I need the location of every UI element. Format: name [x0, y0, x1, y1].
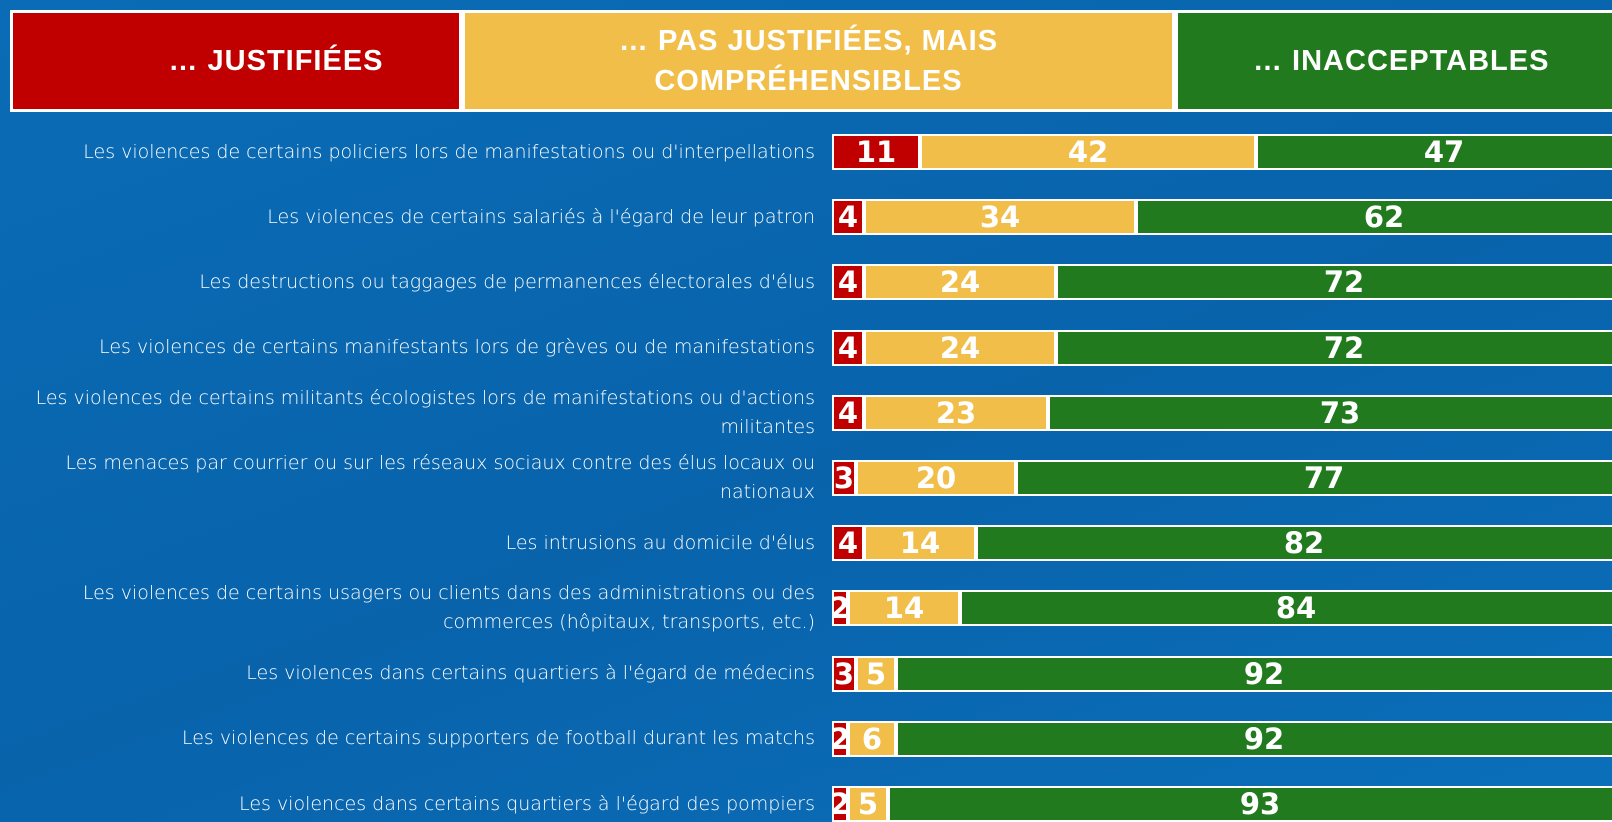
bar-segment: [888, 786, 1612, 822]
value-label: 72: [1323, 330, 1365, 365]
value-label: 4: [837, 330, 859, 365]
category-label: Les intrusions au domicile d'élus: [505, 531, 815, 554]
bar-segment: [856, 655, 896, 692]
bar-segment: [864, 264, 1056, 301]
category-label: Les violences de certains salariés à l'é…: [267, 205, 815, 228]
category-label: Les violences de certains manifestants l…: [99, 336, 815, 359]
value-label: 73: [1319, 395, 1361, 430]
value-label: 24: [939, 330, 981, 365]
value-label: 2: [829, 591, 851, 626]
value-label: 6: [861, 721, 883, 756]
value-label: 2: [829, 721, 851, 756]
value-label: 4: [837, 395, 859, 430]
bar-segment: [832, 329, 864, 366]
value-label: 62: [1363, 200, 1405, 235]
bar-segment: [1056, 264, 1612, 301]
bar-segment: [1048, 394, 1612, 431]
bar-segment: [1256, 134, 1612, 170]
value-label: 3: [833, 656, 855, 691]
bar-segment: [832, 199, 864, 236]
legend-header: … PAS JUSTIFIÉES, MAIS COMPRÉHENSIBLES: [462, 10, 1175, 112]
bar-segment: [848, 590, 960, 627]
value-label: 77: [1303, 461, 1345, 495]
value-label: 72: [1323, 265, 1365, 300]
bar-segment: [864, 199, 1136, 236]
value-label: 92: [1243, 721, 1285, 756]
value-label: 3: [833, 461, 855, 495]
bar-segment: [896, 720, 1612, 757]
bar-segment: [832, 786, 848, 822]
bar-segment: [848, 720, 896, 757]
bar-segment: [848, 786, 888, 822]
bar-segment: [1056, 329, 1612, 366]
value-label: 92: [1243, 656, 1285, 691]
value-label: 14: [883, 591, 925, 626]
bar-segment: [832, 655, 856, 692]
bar-segment: [832, 264, 864, 301]
value-label: 4: [837, 526, 859, 561]
value-label: 14: [899, 526, 941, 561]
bar-segment: [832, 525, 864, 562]
value-label: 47: [1423, 135, 1465, 169]
category-label: Les menaces par courrier ou sur les rése…: [65, 452, 815, 503]
bar-segment: [856, 460, 1016, 496]
value-label: 5: [857, 787, 879, 821]
value-label: 11: [855, 135, 897, 169]
value-label: 93: [1239, 787, 1281, 821]
category-label: Les violences de certains usagers ou cli…: [82, 582, 815, 634]
value-label: 5: [865, 656, 887, 691]
bar-segment: [832, 720, 848, 757]
value-label: 20: [915, 461, 957, 495]
category-label: Les violences de certains militants écol…: [35, 386, 815, 438]
bar-segment: [864, 525, 976, 562]
legend-header: … JUSTIFIÉES: [10, 10, 462, 112]
value-label: 24: [939, 265, 981, 300]
value-label: 42: [1067, 135, 1109, 169]
value-label: 4: [837, 200, 859, 235]
bar-segment: [832, 590, 848, 627]
value-label: 34: [979, 200, 1021, 235]
bar-segment: [832, 134, 920, 170]
bar-segment: [832, 460, 856, 496]
category-label: Les destructions ou taggages de permanen…: [199, 270, 815, 293]
bar-segment: [832, 394, 864, 431]
bar-segment: [976, 525, 1612, 562]
bar-segment: [864, 394, 1048, 431]
value-label: 84: [1275, 591, 1317, 626]
category-label: Les violences de certains supporters de …: [181, 727, 815, 750]
bar-segment: [864, 329, 1056, 366]
bar-segment: [1136, 199, 1612, 236]
bar-segment: [960, 590, 1612, 627]
bar-segment: [1016, 460, 1612, 496]
value-label: 2: [829, 787, 851, 821]
value-label: 4: [837, 265, 859, 300]
category-label: Les violences de certains policiers lors…: [83, 140, 815, 163]
legend-header: … INACCEPTABLES: [1175, 10, 1612, 112]
category-label: Les violences dans certains quartiers à …: [239, 792, 815, 815]
value-label: 23: [935, 395, 977, 430]
category-label: Les violences dans certains quartiers à …: [246, 662, 815, 685]
bar-segment: [896, 655, 1612, 692]
bar-segment: [920, 134, 1256, 170]
value-label: 82: [1283, 526, 1325, 561]
